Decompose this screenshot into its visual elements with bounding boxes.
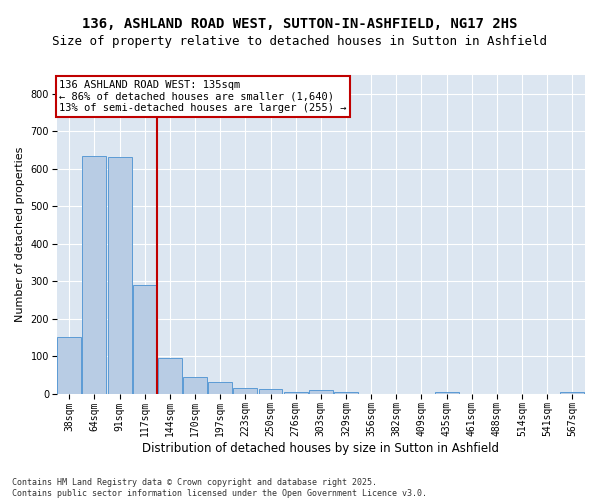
- Bar: [133, 285, 157, 394]
- Bar: [334, 392, 358, 394]
- Bar: [560, 392, 584, 394]
- Text: 136 ASHLAND ROAD WEST: 135sqm
← 86% of detached houses are smaller (1,640)
13% o: 136 ASHLAND ROAD WEST: 135sqm ← 86% of d…: [59, 80, 347, 113]
- Bar: [284, 392, 308, 394]
- Text: Contains HM Land Registry data © Crown copyright and database right 2025.
Contai: Contains HM Land Registry data © Crown c…: [12, 478, 427, 498]
- Text: 136, ASHLAND ROAD WEST, SUTTON-IN-ASHFIELD, NG17 2HS: 136, ASHLAND ROAD WEST, SUTTON-IN-ASHFIE…: [82, 18, 518, 32]
- Y-axis label: Number of detached properties: Number of detached properties: [15, 146, 25, 322]
- Bar: [434, 392, 458, 394]
- Bar: [183, 376, 207, 394]
- Bar: [107, 158, 131, 394]
- Bar: [233, 388, 257, 394]
- Bar: [208, 382, 232, 394]
- Bar: [58, 338, 81, 394]
- Text: Size of property relative to detached houses in Sutton in Ashfield: Size of property relative to detached ho…: [53, 35, 548, 48]
- Bar: [259, 389, 283, 394]
- X-axis label: Distribution of detached houses by size in Sutton in Ashfield: Distribution of detached houses by size …: [142, 442, 499, 455]
- Bar: [82, 156, 106, 394]
- Bar: [158, 358, 182, 394]
- Bar: [309, 390, 333, 394]
